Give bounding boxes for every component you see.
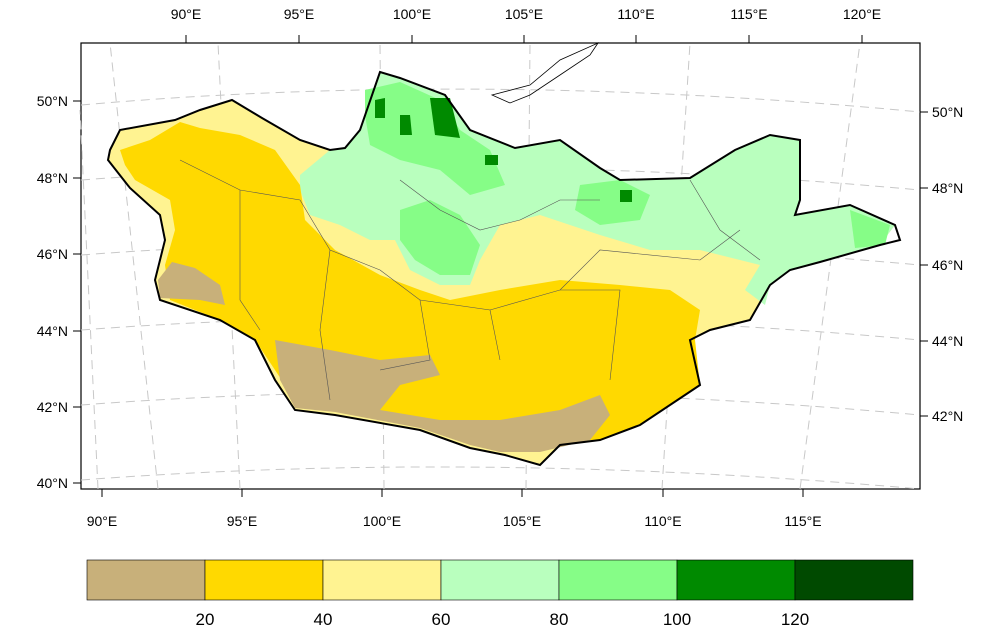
left-lat-label: 40°N [37, 475, 68, 491]
field-100-120-c [430, 98, 460, 138]
colorbar-bin [204, 559, 324, 601]
colorbar-label: 80 [550, 610, 569, 629]
bottom-lon-labels: 90°E 95°E 100°E 105°E 110°E 115°E [87, 513, 822, 529]
colorbar-bin [794, 559, 914, 601]
top-lon-label: 100°E [393, 6, 431, 22]
precipitation-fields [108, 72, 895, 465]
field-lt-20-south [275, 340, 610, 452]
field-80-100-center [400, 200, 480, 275]
field-100-120-b [400, 115, 412, 135]
left-lat-label: 44°N [37, 323, 68, 339]
bottom-lon-label: 115°E [784, 513, 821, 529]
lake-outline [490, 42, 600, 104]
right-lat-label: 48°N [932, 180, 963, 196]
colorbar-label: 100 [663, 610, 691, 629]
country-outline [106, 70, 902, 467]
right-lat-label: 42°N [932, 408, 963, 424]
field-100-120-d [485, 155, 498, 165]
top-lon-label: 90°E [171, 6, 202, 22]
field-100-120-a [375, 98, 385, 118]
left-lat-label: 46°N [37, 246, 68, 262]
bottom-lon-label: 100°E [363, 513, 401, 529]
field-20-40 [120, 122, 700, 440]
bottom-lon-label: 110°E [644, 513, 681, 529]
right-lat-label: 44°N [932, 333, 963, 349]
bottom-lon-label: 105°E [503, 513, 541, 529]
left-lat-label: 48°N [37, 170, 68, 186]
bottom-lon-label: 95°E [227, 513, 258, 529]
left-lat-label: 42°N [37, 399, 68, 415]
top-lon-label: 120°E [843, 6, 881, 22]
left-lat-labels: 50°N 48°N 46°N 44°N 42°N 40°N [37, 93, 68, 491]
province-borders [179, 159, 761, 401]
colorbar-bin [558, 559, 678, 601]
colorbar-bin [322, 559, 442, 601]
field-80-100-far-east [850, 210, 890, 248]
top-lon-label: 110°E [617, 6, 654, 22]
colorbar-bin [86, 559, 206, 601]
colorbar-bin [676, 559, 796, 601]
right-lat-label: 46°N [932, 257, 963, 273]
top-lon-label: 115°E [730, 6, 767, 22]
right-lat-label: 50°N [932, 104, 963, 120]
top-lon-label: 95°E [284, 6, 315, 22]
colorbar-label: 20 [196, 610, 215, 629]
colorbar-label: 120 [781, 610, 809, 629]
right-lat-labels: 50°N 48°N 46°N 44°N 42°N [932, 104, 963, 424]
colorbar-label: 60 [432, 610, 451, 629]
field-lt-20-west [158, 262, 225, 305]
axis-ticks [73, 35, 928, 497]
colorbar: 20 40 60 80 100 120 [86, 559, 914, 629]
field-100-120-e [620, 190, 632, 202]
top-lon-labels: 90°E 95°E 100°E 105°E 110°E 115°E 120°E [171, 6, 881, 22]
top-lon-label: 105°E [505, 6, 543, 22]
colorbar-label: 40 [314, 610, 333, 629]
colorbar-bin [440, 559, 560, 601]
field-80-100-north [365, 82, 505, 195]
left-lat-label: 50°N [37, 93, 68, 109]
bottom-lon-label: 90°E [87, 513, 118, 529]
